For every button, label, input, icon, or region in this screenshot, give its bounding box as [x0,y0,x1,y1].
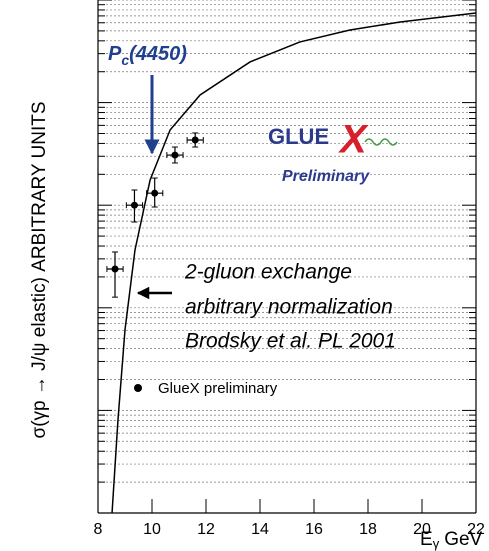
pc-annotation: Pc(4450) [108,43,187,67]
x-label-main: E [420,529,433,550]
data-point [191,136,199,144]
x-tick-label: 10 [143,521,161,538]
x-tick-label: 22 [467,521,485,538]
pc-main: P [108,43,122,65]
data-point [151,189,159,197]
x-tick-label: 8 [94,521,103,538]
model-text: 2-gluon exchange [184,261,352,284]
logo-wave [364,138,398,146]
x-tick-label: 14 [251,521,269,538]
legend-label: GlueX preliminary [158,380,278,397]
data-point [130,201,138,209]
grid [97,0,477,514]
logo: GLUE X Preliminary [268,118,398,185]
model-curve [111,12,477,514]
model-text: Brodsky et al. PL 2001 [185,330,396,353]
x-label-unit: GeV [444,529,482,550]
x-tick-label: 12 [197,521,215,538]
x-label-sub: γ [433,536,440,551]
logo-x: X [338,118,369,162]
logo-subtitle: Preliminary [282,168,370,185]
x-tick-label: 18 [359,521,377,538]
legend-marker [134,384,142,392]
logo-text: GLUE [268,124,329,149]
x-tick-label: 16 [305,521,323,538]
model-text: arbitrary normalization [185,296,393,319]
x-tick-label: 20 [413,521,431,538]
y-axis-label: σ(γp → J/ψ elastic) ARBITRARY UNITS [29,101,50,438]
x-axis-label: Eγ GeV [420,529,483,551]
data-point [111,265,119,273]
data-point [171,151,179,159]
marks [106,12,477,514]
pc-rest: (4450) [129,43,187,65]
pc-sub: c [121,52,129,68]
